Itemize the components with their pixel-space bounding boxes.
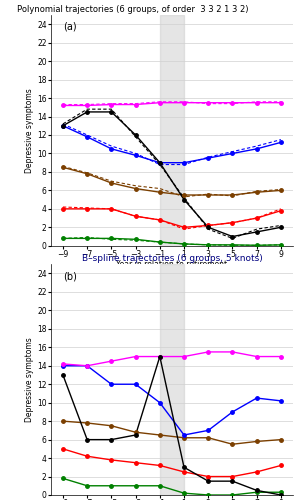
Title: B–spline trajectories (6 groups, 5 knots): B–spline trajectories (6 groups, 5 knots… <box>82 254 262 264</box>
Bar <box>160 15 184 246</box>
X-axis label: Year in relation to retirement: Year in relation to retirement <box>116 260 228 270</box>
Y-axis label: Depressive symptoms: Depressive symptoms <box>25 88 34 173</box>
Y-axis label: Depressive symptoms: Depressive symptoms <box>25 337 34 422</box>
Text: Polynomial trajectories (6 groups, of order  3 3 2 1 3 2): Polynomial trajectories (6 groups, of or… <box>17 5 248 14</box>
Text: (a): (a) <box>63 22 77 32</box>
Text: (b): (b) <box>63 271 77 281</box>
Legend: Group 1 (21.9%), Group 2 (44.7%), Group 3 (18.9%), Group 4 (7.2%), Group 5 (2.7%: Group 1 (21.9%), Group 2 (44.7%), Group … <box>77 300 267 318</box>
Bar <box>160 264 184 495</box>
